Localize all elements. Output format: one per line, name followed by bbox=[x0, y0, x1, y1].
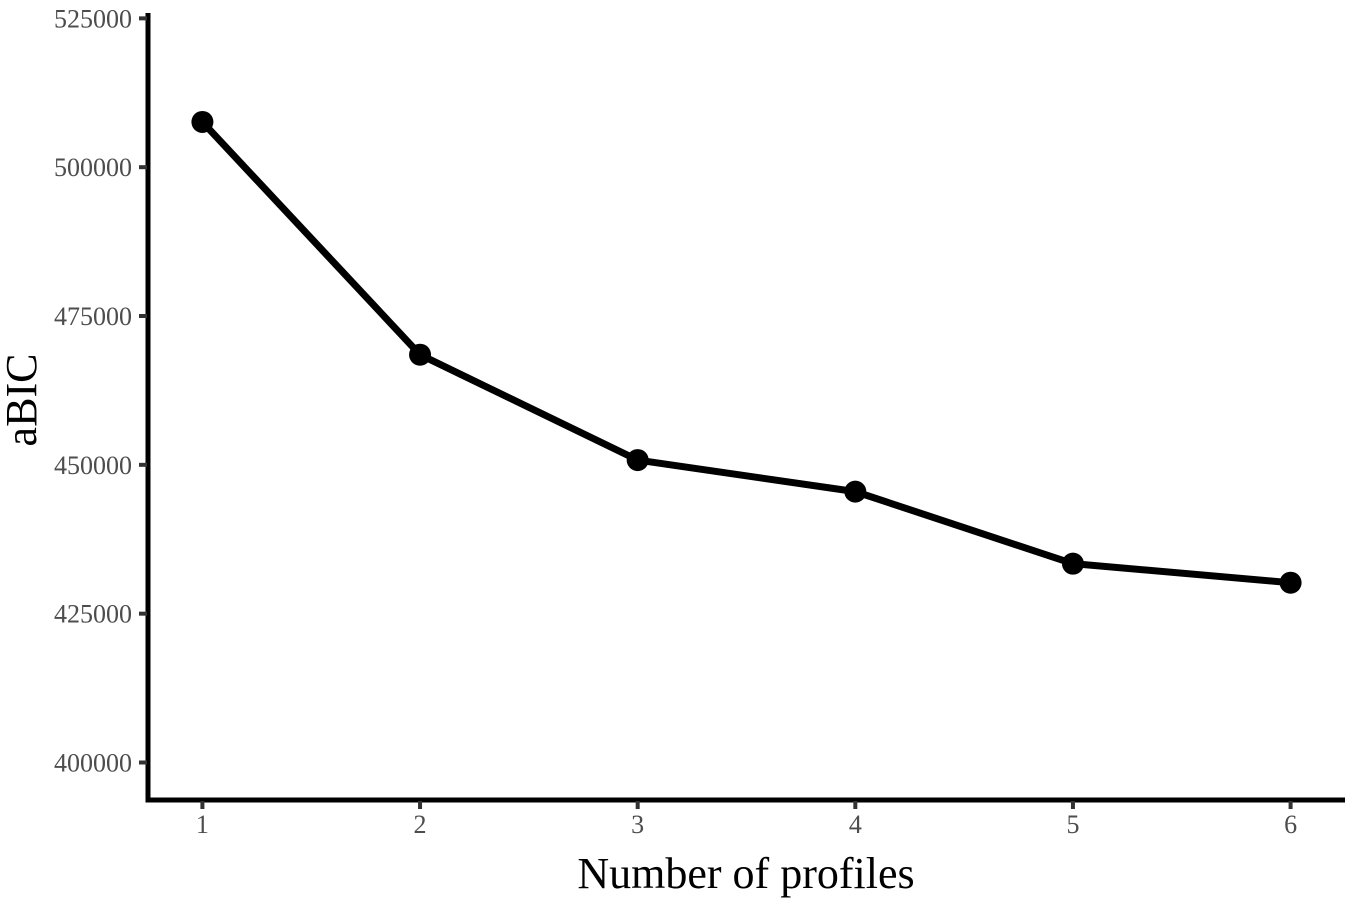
y-tick-label: 525000 bbox=[54, 4, 132, 33]
data-point bbox=[626, 449, 649, 472]
x-axis-title: Number of profiles bbox=[577, 849, 914, 898]
data-point bbox=[1279, 571, 1302, 594]
y-axis-title: aBIC bbox=[0, 354, 46, 447]
data-point bbox=[844, 480, 867, 503]
x-tick-label: 5 bbox=[1066, 810, 1079, 839]
y-tick-label: 500000 bbox=[54, 153, 132, 182]
x-tick-label: 2 bbox=[414, 810, 427, 839]
y-tick-label: 400000 bbox=[54, 748, 132, 777]
y-tick-label: 425000 bbox=[54, 600, 132, 629]
data-line bbox=[198, 118, 1295, 587]
data-point bbox=[191, 110, 214, 133]
y-tick-label: 475000 bbox=[54, 302, 132, 331]
x-tick-label: 1 bbox=[196, 810, 209, 839]
x-tick-label: 4 bbox=[849, 810, 862, 839]
data-point bbox=[409, 343, 432, 366]
x-tick-label: 6 bbox=[1284, 810, 1297, 839]
data-point bbox=[1061, 552, 1084, 575]
y-tick-label: 450000 bbox=[54, 451, 132, 480]
x-tick-label: 3 bbox=[631, 810, 644, 839]
plot-area: 400000 425000 450000 475000 500000 525000 1 2 3 4… bbox=[54, 4, 1345, 839]
